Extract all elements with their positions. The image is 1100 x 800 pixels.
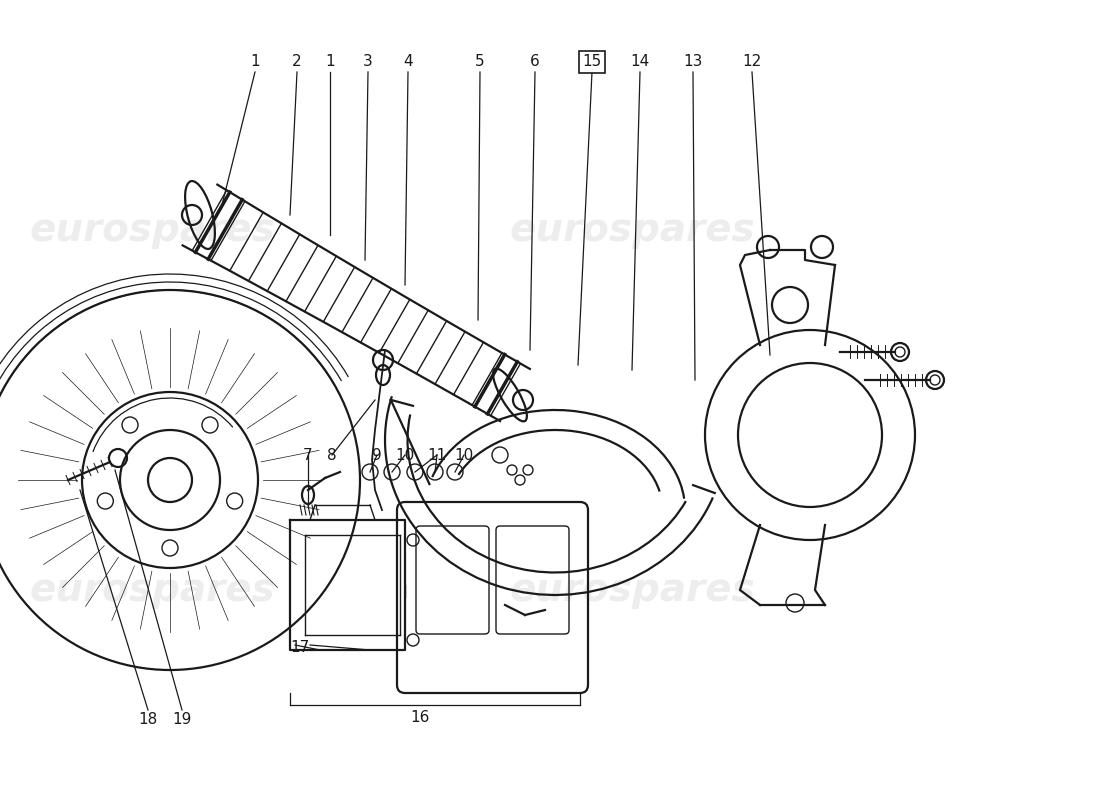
Text: eurospares: eurospares bbox=[30, 211, 276, 249]
Text: 17: 17 bbox=[290, 641, 309, 655]
Text: 19: 19 bbox=[173, 713, 191, 727]
Text: 10: 10 bbox=[395, 447, 415, 462]
Text: eurospares: eurospares bbox=[30, 571, 276, 609]
Text: 18: 18 bbox=[139, 713, 157, 727]
Text: 1: 1 bbox=[326, 54, 334, 70]
Text: 7: 7 bbox=[304, 447, 312, 462]
Text: 11: 11 bbox=[428, 447, 447, 462]
Text: 15: 15 bbox=[582, 54, 602, 70]
Text: 8: 8 bbox=[327, 447, 337, 462]
Text: eurospares: eurospares bbox=[510, 211, 756, 249]
Text: 10: 10 bbox=[454, 447, 474, 462]
Text: 14: 14 bbox=[630, 54, 650, 70]
Text: 9: 9 bbox=[372, 447, 382, 462]
Text: 5: 5 bbox=[475, 54, 485, 70]
Text: 1: 1 bbox=[250, 54, 260, 70]
Text: 12: 12 bbox=[742, 54, 761, 70]
Text: 13: 13 bbox=[683, 54, 703, 70]
Text: 2: 2 bbox=[293, 54, 301, 70]
Text: 6: 6 bbox=[530, 54, 540, 70]
Text: 3: 3 bbox=[363, 54, 373, 70]
Text: eurospares: eurospares bbox=[510, 571, 756, 609]
Text: 4: 4 bbox=[404, 54, 412, 70]
Text: 16: 16 bbox=[410, 710, 430, 726]
